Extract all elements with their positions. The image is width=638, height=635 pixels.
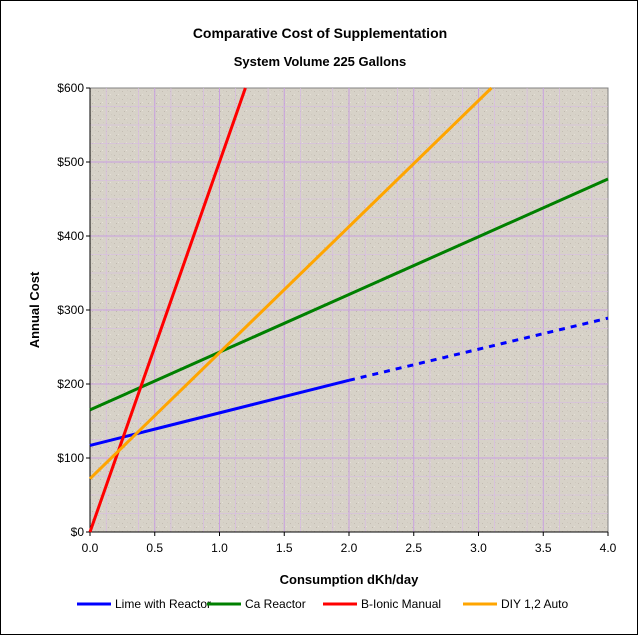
x-tick-label: 0.0 bbox=[82, 541, 99, 555]
legend-label: B-Ionic Manual bbox=[361, 597, 441, 611]
legend-label: Lime with Reactor bbox=[115, 597, 211, 611]
x-tick-label: 0.5 bbox=[146, 541, 163, 555]
y-axis-title: Annual Cost bbox=[27, 271, 42, 348]
x-tick-label: 1.0 bbox=[211, 541, 228, 555]
x-tick-label: 3.0 bbox=[470, 541, 487, 555]
y-tick-label: $400 bbox=[57, 229, 84, 243]
series-line-diy-1-2-auto bbox=[88, 86, 493, 480]
legend-label: Ca Reactor bbox=[245, 597, 306, 611]
series-line-lime-with-reactor bbox=[89, 378, 350, 447]
y-tick-label: $100 bbox=[57, 451, 84, 465]
y-tick-label: $600 bbox=[57, 81, 84, 95]
x-tick-label: 1.5 bbox=[276, 541, 293, 555]
legend-label: DIY 1,2 Auto bbox=[501, 597, 568, 611]
axes bbox=[86, 87, 609, 536]
x-tick-label: 4.0 bbox=[600, 541, 617, 555]
x-tick-label: 2.5 bbox=[405, 541, 422, 555]
series-line-ca-reactor bbox=[89, 177, 609, 412]
series-line-b-ionic-manual bbox=[88, 87, 247, 533]
y-tick-label: $500 bbox=[57, 155, 84, 169]
x-tick-label: 2.0 bbox=[341, 541, 358, 555]
chart-subtitle: System Volume 225 Gallons bbox=[234, 54, 406, 69]
y-tick-label: $0 bbox=[71, 525, 85, 539]
tick-labels: 0.0 0.5 1.0 1.5 2.0 2.5 3.0 3.5 4.0 $0 $100 $200 $30… bbox=[57, 81, 616, 555]
y-tick-label: $300 bbox=[57, 303, 84, 317]
y-tick-label: $200 bbox=[57, 377, 84, 391]
x-tick-label: 3.5 bbox=[535, 541, 552, 555]
chart-title: Comparative Cost of Supplementation bbox=[193, 25, 447, 41]
x-axis-title: Consumption dKh/day bbox=[280, 572, 419, 587]
grid bbox=[90, 88, 608, 532]
series-extension-lime-with-reactor bbox=[348, 316, 609, 382]
legend: Lime with Reactor Ca Reactor B-Ionic Manua… bbox=[77, 597, 568, 611]
series-lines bbox=[88, 86, 609, 533]
